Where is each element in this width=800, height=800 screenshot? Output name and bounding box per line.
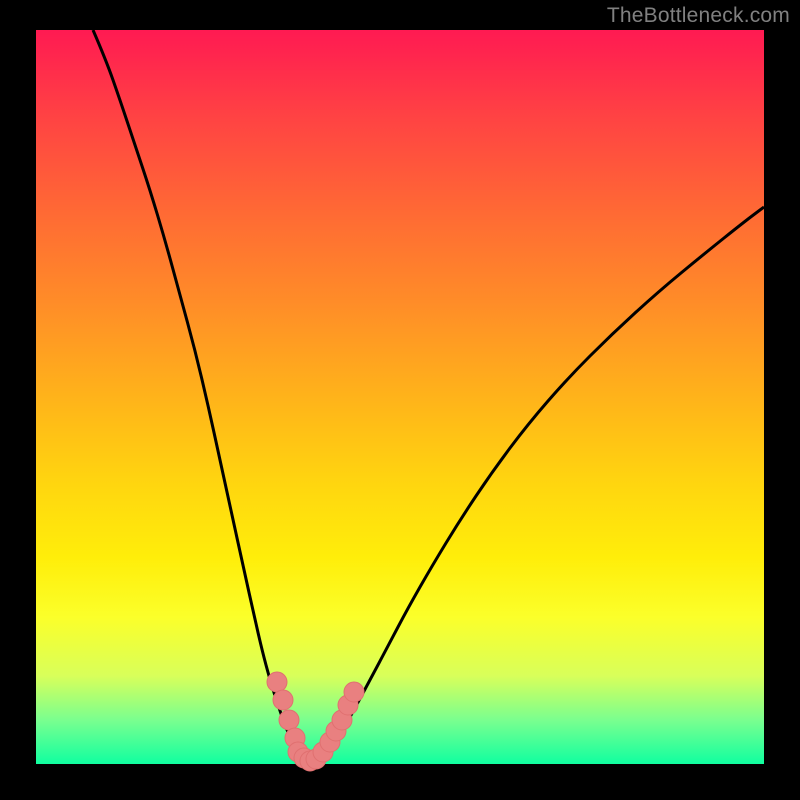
marker-point [344,682,364,702]
marker-point [279,710,299,730]
marker-group [267,672,364,771]
marker-point [267,672,287,692]
curve-right-branch [309,207,764,763]
watermark-text: TheBottleneck.com [607,4,790,28]
curve-left-branch [93,30,309,763]
chart-svg [0,0,800,800]
marker-point [273,690,293,710]
